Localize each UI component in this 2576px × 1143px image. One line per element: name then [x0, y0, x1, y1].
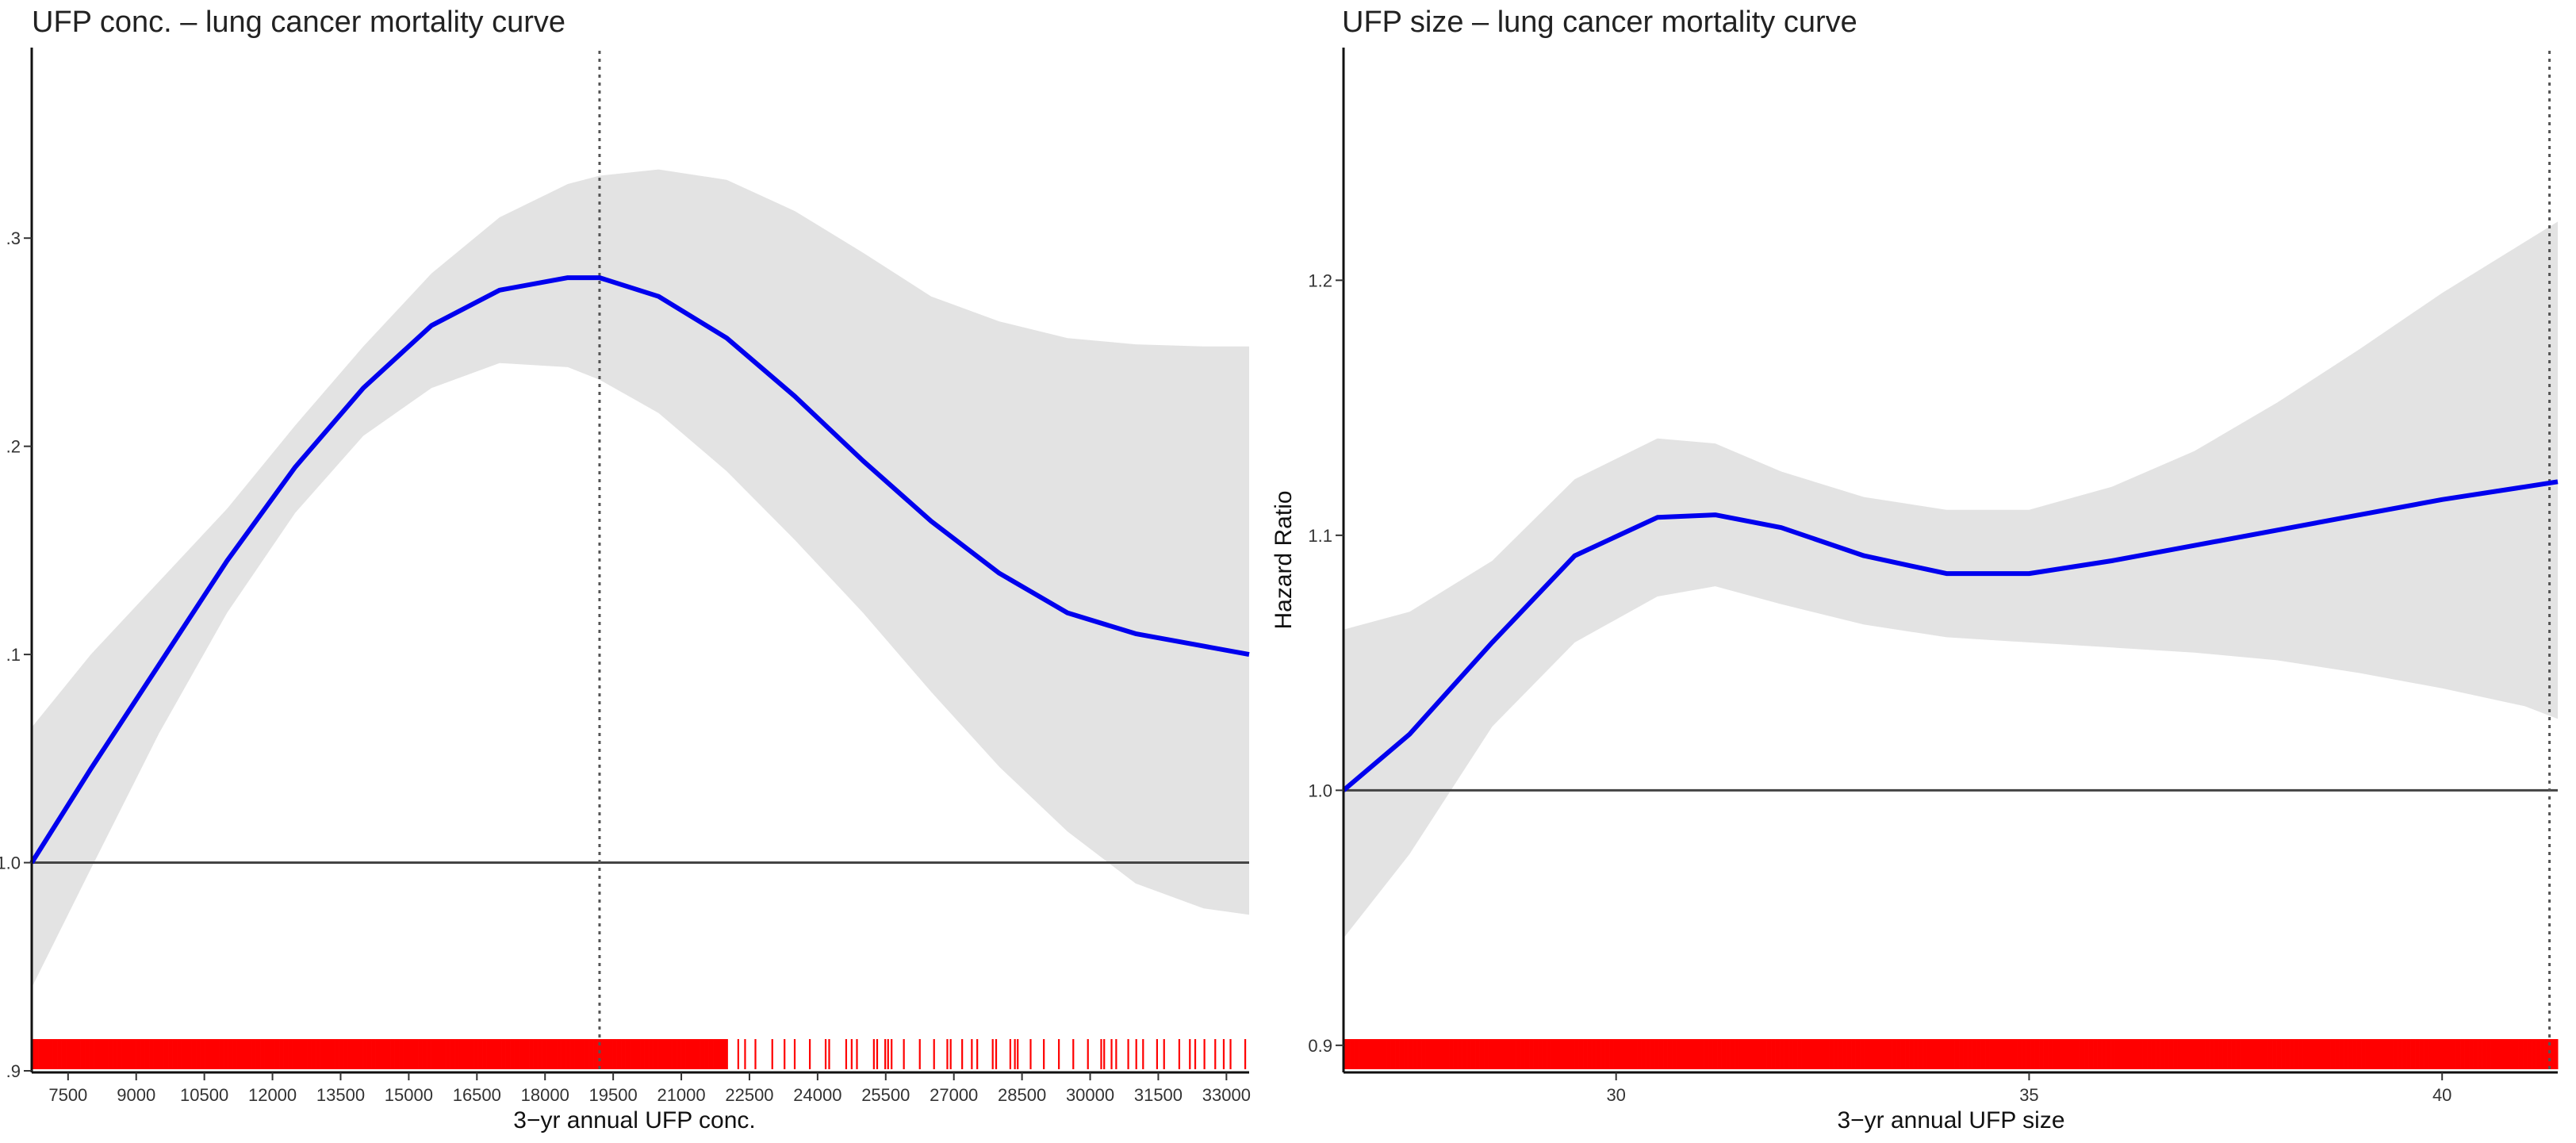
x-axis-label: 3−yr annual UFP conc.: [513, 1107, 755, 1133]
chart-title: UFP size – lung cancer mortality curve: [1342, 6, 1857, 39]
x-tick-label: 7500: [48, 1085, 87, 1105]
y-axis-label: Hazard Ratio: [1271, 490, 1297, 629]
x-tick-label: 21000: [657, 1085, 705, 1105]
x-tick-label: 10500: [180, 1085, 228, 1105]
x-tick-label: 13500: [316, 1085, 365, 1105]
x-tick-label: 16500: [453, 1085, 501, 1105]
rug-group: [1342, 1039, 2559, 1069]
y-tick-label: .2: [6, 437, 21, 457]
x-tick-label: 27000: [930, 1085, 978, 1105]
x-tick-label: 15000: [385, 1085, 433, 1105]
chart-svg-ufp-size: UFP size – lung cancer mortality curve 3…: [1271, 6, 2559, 1133]
rug-group: [30, 1039, 1247, 1069]
x-tick-label: 9000: [117, 1085, 155, 1105]
chart-panel-ufp-size: UFP size – lung cancer mortality curve 3…: [1269, 0, 2576, 1143]
x-tick-label: 18000: [521, 1085, 569, 1105]
confidence-band: [1344, 221, 2558, 938]
x-tick-label: 30000: [1066, 1085, 1114, 1105]
estimate-line: [1342, 479, 2559, 792]
y-tick-label: 1.0: [0, 853, 21, 873]
y-tick-label: 1.2: [1308, 270, 1332, 290]
x-tick-label: 31500: [1134, 1085, 1183, 1105]
x-axis-label: 3−yr annual UFP size: [1837, 1107, 2064, 1133]
chart-title: UFP conc. – lung cancer mortality curve: [32, 6, 565, 39]
chart-svg-ufp-concentration: UFP conc. – lung cancer mortality curve …: [0, 6, 1251, 1133]
x-tick-label: 40: [2432, 1085, 2451, 1105]
x-tick-label: 35: [2019, 1085, 2038, 1105]
y-tick-label: .9: [6, 1061, 21, 1081]
x-tick-label: 22500: [725, 1085, 773, 1105]
x-tick-label: 24000: [793, 1085, 841, 1105]
y-tick-label: 1.0: [1308, 781, 1332, 800]
chart-panel-ufp-concentration: UFP conc. – lung cancer mortality curve …: [0, 0, 1261, 1143]
x-tick-label: 25500: [861, 1085, 910, 1105]
x-tick-label: 28500: [998, 1085, 1046, 1105]
x-tick-label: 33000: [1202, 1085, 1251, 1105]
x-tick-label: 30: [1606, 1085, 1625, 1105]
x-tick-label: 12000: [248, 1085, 297, 1105]
estimate-line: [29, 275, 1250, 865]
y-tick-label: 1.1: [1308, 526, 1332, 546]
confidence-band: [32, 169, 1249, 988]
x-tick-label: 19500: [589, 1085, 638, 1105]
y-tick-label: .3: [6, 228, 21, 248]
y-tick-label: .1: [6, 645, 21, 665]
y-tick-label: 0.9: [1308, 1036, 1332, 1056]
